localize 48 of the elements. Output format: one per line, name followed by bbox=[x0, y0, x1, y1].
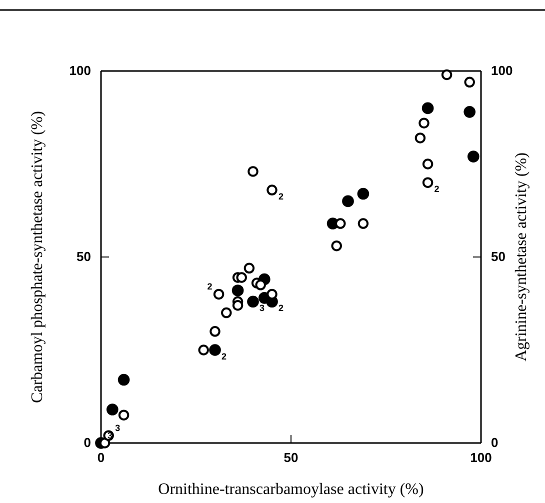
y-tick-label: 50 bbox=[76, 249, 91, 264]
point bbox=[118, 374, 130, 386]
annotation: 3 bbox=[115, 422, 120, 433]
point bbox=[464, 106, 476, 118]
x-tick-label: 100 bbox=[470, 450, 492, 466]
point bbox=[331, 240, 342, 252]
point bbox=[244, 262, 255, 274]
point bbox=[232, 300, 244, 311]
point bbox=[422, 158, 434, 170]
point bbox=[422, 102, 434, 114]
point bbox=[198, 344, 209, 356]
y-tick-label: 0 bbox=[84, 435, 91, 450]
annotation: 2 bbox=[278, 191, 284, 202]
annotation: 2 bbox=[221, 351, 227, 362]
point bbox=[255, 280, 266, 290]
point bbox=[247, 296, 259, 308]
annotation: 2 bbox=[207, 282, 212, 292]
point bbox=[422, 177, 434, 188]
annotation: 3 bbox=[259, 303, 265, 314]
x-tick-label: 0 bbox=[97, 450, 105, 466]
point bbox=[464, 76, 475, 88]
y-tick-label: 100 bbox=[69, 63, 91, 78]
point bbox=[210, 326, 220, 337]
point bbox=[232, 284, 244, 296]
annotation: 2 bbox=[434, 184, 440, 194]
point bbox=[418, 118, 430, 128]
point bbox=[414, 132, 426, 144]
point bbox=[342, 195, 354, 208]
point bbox=[248, 166, 258, 177]
point bbox=[266, 184, 278, 196]
x-tick-label: 50 bbox=[284, 450, 298, 466]
annotation: 2 bbox=[278, 303, 284, 314]
point bbox=[106, 404, 118, 416]
point bbox=[209, 344, 221, 356]
y2-tick-label: 0 bbox=[491, 435, 498, 450]
y-axis-title: Carbamoyl phosphate-synthetase activity (%) bbox=[29, 111, 46, 403]
point bbox=[236, 272, 247, 283]
y2-tick-label: 50 bbox=[491, 249, 506, 264]
point bbox=[118, 410, 130, 420]
point bbox=[221, 307, 232, 318]
point bbox=[441, 69, 452, 80]
point bbox=[467, 150, 480, 162]
point bbox=[213, 288, 224, 300]
y2-tick-label: 100 bbox=[491, 63, 513, 78]
point bbox=[358, 218, 369, 229]
y2-axis-title: Agrinine-synthetase activity (%) bbox=[513, 152, 530, 362]
point bbox=[357, 188, 370, 200]
x-axis-title: Ornithine-transcarbamoylase activity (%) bbox=[158, 481, 424, 498]
